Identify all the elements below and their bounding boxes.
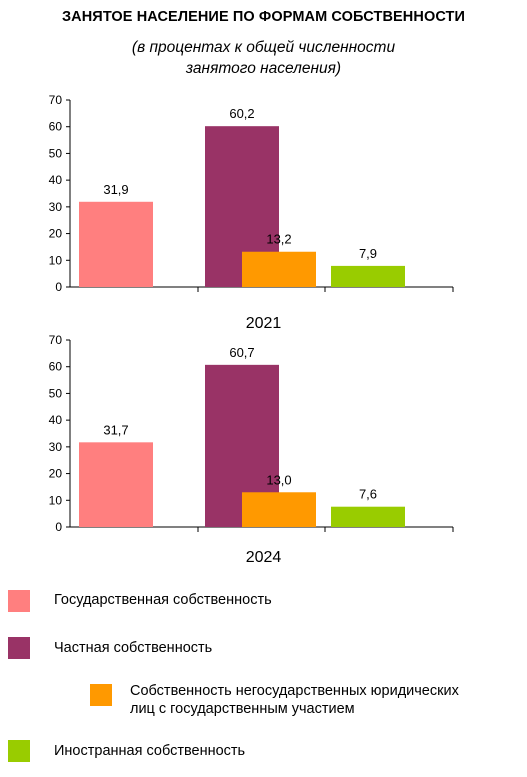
bar-chart-2024: 0 10 20 30 40 50 60 70 31,7 60,7 13,0 7,6: [49, 333, 454, 534]
bar-2024-state: [79, 442, 153, 527]
legend-label-mixed-line-1: Собственность негосударственных юридичес…: [130, 683, 459, 699]
y-tick-label-2021-70: 70: [49, 93, 63, 107]
y-tick-label-2024-40: 40: [49, 413, 63, 427]
bar-2024-mixed: [242, 492, 316, 527]
value-label-2021-mixed: 13,2: [266, 232, 291, 247]
subtitle-line-1: (в процентах к общей численности: [131, 39, 396, 56]
bar-2021-mixed: [242, 251, 316, 287]
legend-swatch-foreign: [8, 740, 30, 762]
value-label-2024-mixed: 13,0: [266, 472, 291, 487]
y-tick-label-2024-0: 0: [55, 520, 62, 534]
legend-swatch-state: [8, 590, 30, 612]
y-tick-label-2024-50: 50: [49, 386, 63, 400]
bar-2021-state: [79, 201, 153, 287]
year-label-2024: 2024: [245, 549, 282, 566]
value-label-2021-foreign: 7,9: [359, 246, 377, 261]
legend-swatch-mixed: [90, 684, 112, 706]
legend-item-foreign: Иностранная собственность: [8, 740, 245, 762]
y-tick-label-2021-30: 30: [49, 200, 63, 214]
legend-label-private: Частная собственность: [54, 640, 213, 656]
legend-item-mixed: Собственность негосударственных юридичес…: [90, 683, 459, 718]
legend-label-state: Государственная собственность: [54, 592, 272, 608]
y-tick-label-2021-0: 0: [55, 280, 62, 294]
bar-2024-foreign: [331, 506, 405, 527]
bar-chart-2021: 0 10 20 30 40 50 60 70 31,9 60,2 13,2 7,9: [49, 93, 454, 294]
y-tick-label-2021-50: 50: [49, 146, 63, 160]
legend-item-state: Государственная собственность: [8, 590, 272, 612]
bar-2021-foreign: [331, 265, 405, 287]
y-tick-label-2021-20: 20: [49, 227, 63, 241]
value-label-2021-state: 31,9: [103, 182, 128, 197]
value-label-2021-private: 60,2: [229, 106, 254, 121]
value-label-2024-state: 31,7: [103, 422, 128, 437]
y-tick-label-2021-10: 10: [49, 253, 63, 267]
chart-title: ЗАНЯТОЕ НАСЕЛЕНИЕ ПО ФОРМАМ СОБСТВЕННОСТ…: [61, 9, 466, 25]
legend-label-foreign: Иностранная собственность: [54, 743, 246, 759]
legend-item-private: Частная собственность: [8, 637, 212, 659]
chart-subtitle: (в процентах к общей численности занятог…: [0, 37, 527, 79]
subtitle-line-2: занятого населения): [185, 60, 342, 77]
year-label-2021: 2021: [245, 315, 282, 332]
y-tick-label-2021-60: 60: [49, 120, 63, 134]
y-tick-label-2024-20: 20: [49, 467, 63, 481]
y-tick-label-2024-30: 30: [49, 440, 63, 454]
legend-label-mixed-line-2: лиц с государственным участием: [130, 701, 355, 717]
y-tick-label-2024-70: 70: [49, 333, 63, 347]
y-tick-label-2024-10: 10: [49, 493, 63, 507]
value-label-2024-private: 60,7: [229, 345, 254, 360]
y-tick-label-2021-40: 40: [49, 173, 63, 187]
legend-swatch-private: [8, 637, 30, 659]
value-label-2024-foreign: 7,6: [359, 487, 377, 502]
y-tick-label-2024-60: 60: [49, 360, 63, 374]
